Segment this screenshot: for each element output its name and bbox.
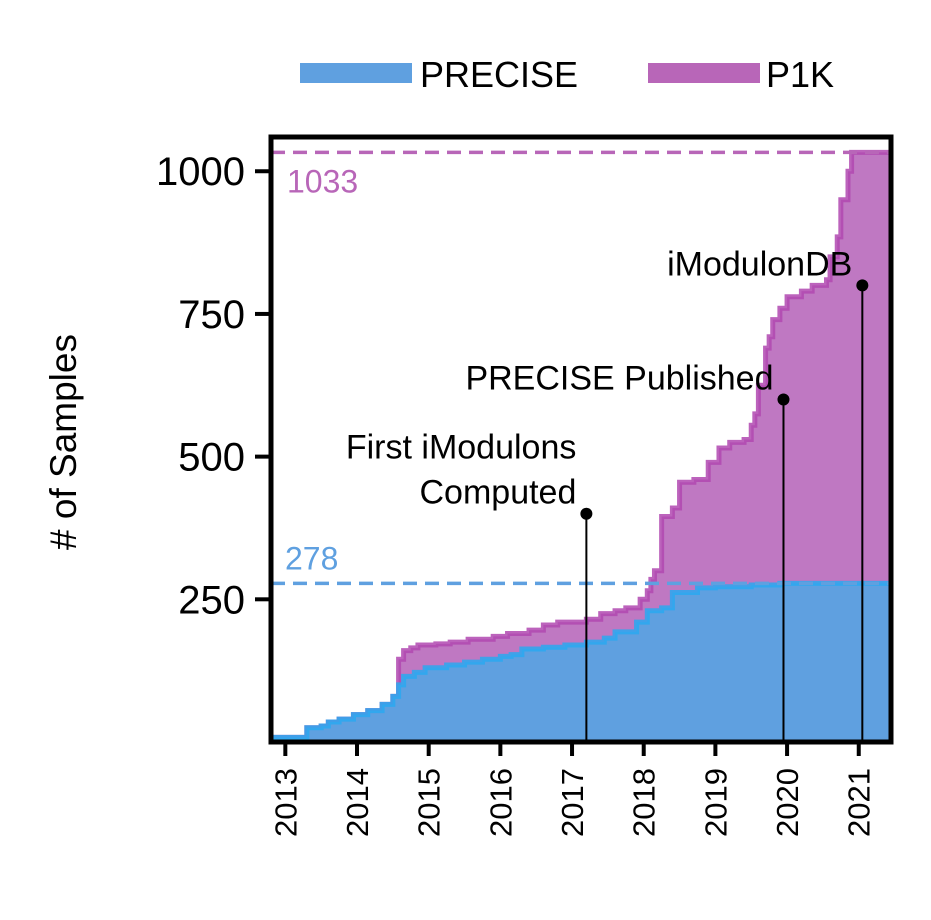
x-tick-label-2017: 2017 (555, 768, 590, 837)
plot-area: 278 1033 First iModulons Computed PRECISE Pu… (271, 149, 891, 742)
y-tick-label-750: 750 (178, 293, 245, 337)
y-tick-label-500: 500 (178, 436, 245, 480)
legend-label-precise: PRECISE (420, 54, 578, 95)
y-tick-label-250: 250 (178, 578, 245, 622)
annotation-dot-1 (777, 393, 790, 406)
legend-label-p1k: P1K (766, 54, 834, 95)
annotation-dot-2 (856, 279, 869, 292)
plot-frame (268, 134, 894, 745)
annotation-text-0-1: Computed (420, 474, 577, 512)
x-tick-label-2015: 2015 (412, 768, 447, 837)
x-tick-label-2016: 2016 (483, 768, 518, 837)
x-tick-label-2018: 2018 (627, 768, 662, 837)
annotation-dot-0 (580, 507, 593, 520)
y-tick-label-1000: 1000 (156, 150, 245, 194)
annotation-text-0-0: First iModulons (346, 429, 577, 467)
reference-label-1033: 1033 (287, 163, 358, 199)
annotation-text-1-0: PRECISE Published (465, 360, 773, 398)
x-tick-label-2013: 2013 (268, 768, 303, 837)
legend-swatch-p1k (648, 63, 760, 83)
x-tick-label-2014: 2014 (340, 768, 375, 837)
y-axis-label: # of Samples (43, 334, 84, 550)
legend: PRECISE P1K (300, 54, 834, 95)
annotation-text-2-0: iModulonDB (667, 245, 852, 283)
x-tick-label-2019: 2019 (698, 768, 733, 837)
axes: 250 500 750 1000 2013 2014 2015 2016 2017 2018 201… (156, 134, 894, 837)
x-tick-label-2021: 2021 (842, 768, 877, 837)
line-precise (271, 580, 891, 740)
x-tick-label-2020: 2020 (770, 768, 805, 837)
legend-swatch-precise (300, 63, 412, 83)
area-precise (271, 583, 891, 742)
reference-label-278: 278 (285, 540, 338, 576)
